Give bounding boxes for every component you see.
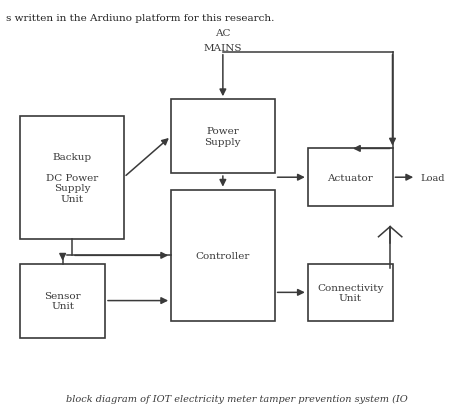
Text: Controller: Controller [196,251,250,260]
FancyBboxPatch shape [308,149,392,206]
Text: Load: Load [421,173,445,182]
Text: Power
Supply: Power Supply [205,127,241,147]
FancyBboxPatch shape [20,116,124,239]
Text: block diagram of IOT electricity meter tamper prevention system (IO: block diagram of IOT electricity meter t… [66,394,408,404]
Text: MAINS: MAINS [204,44,242,53]
FancyBboxPatch shape [20,264,105,338]
Text: Backup

DC Power
Supply
Unit: Backup DC Power Supply Unit [46,152,98,203]
Text: Actuator: Actuator [327,173,373,182]
FancyBboxPatch shape [171,190,275,321]
FancyBboxPatch shape [308,264,392,321]
Text: AC: AC [215,29,231,38]
FancyBboxPatch shape [171,100,275,174]
Text: s written in the Ardiuno platform for this research.: s written in the Ardiuno platform for th… [6,14,274,23]
Text: Connectivity
Unit: Connectivity Unit [317,283,383,302]
Text: Sensor
Unit: Sensor Unit [45,291,81,311]
